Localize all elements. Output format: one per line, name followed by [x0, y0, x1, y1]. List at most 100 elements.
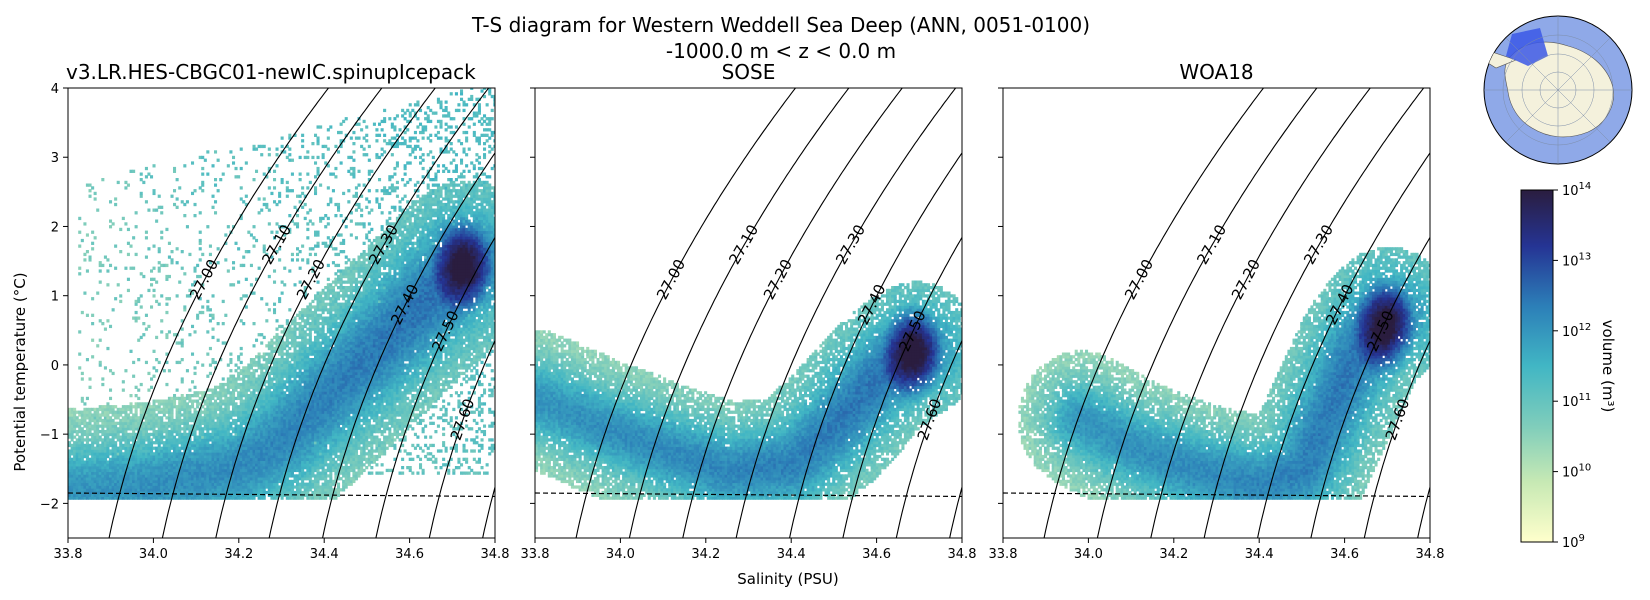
heatmap-cell [316, 172, 320, 176]
heatmap-cell [308, 305, 312, 309]
heatmap-cell [129, 443, 133, 448]
heatmap-cell [221, 172, 225, 176]
heatmap-cell [280, 396, 284, 401]
heatmap-cell [324, 446, 328, 450]
heatmap-cell [109, 477, 113, 481]
heatmap-cell [198, 449, 202, 453]
heatmap-cell [288, 432, 292, 437]
heatmap-cell [170, 396, 174, 401]
heatmap-cell [270, 460, 274, 464]
heatmap-cell [229, 399, 233, 403]
heatmap-cell [178, 396, 182, 401]
heatmap-cell [139, 178, 143, 182]
heatmap-cell [109, 493, 113, 497]
heatmap-cell [319, 421, 323, 425]
heatmap-cell [214, 360, 218, 365]
heatmap-cell [321, 355, 325, 359]
heatmap-cell [132, 418, 136, 423]
heatmap-cell [257, 333, 261, 337]
heatmap-cell [124, 435, 128, 439]
heatmap-cell [196, 435, 200, 439]
heatmap-cell [260, 396, 264, 401]
heatmap-cell [121, 380, 125, 384]
heatmap-cell [308, 457, 312, 461]
heatmap-cell [170, 441, 174, 445]
heatmap-cell [303, 407, 307, 412]
heatmap-cell [314, 371, 318, 376]
heatmap-cell [326, 335, 330, 340]
heatmap-cell [121, 438, 125, 442]
heatmap-cell [252, 496, 256, 500]
heatmap-cell [144, 166, 148, 171]
heatmap-cell [278, 424, 282, 428]
heatmap-cell [91, 457, 95, 461]
heatmap-cell [193, 446, 197, 450]
heatmap-cell [255, 485, 259, 489]
heatmap-cell [283, 446, 287, 450]
heatmap-cell [257, 482, 261, 486]
heatmap-cell [109, 427, 113, 431]
heatmap-cell [298, 443, 302, 448]
heatmap-cell [88, 255, 92, 259]
heatmap-cell [224, 485, 228, 489]
heatmap-cell [273, 369, 277, 373]
heatmap-cell [83, 454, 87, 459]
heatmap-cell [275, 396, 279, 401]
heatmap-cell [296, 322, 300, 326]
heatmap-cell [290, 189, 294, 193]
heatmap-cell [319, 380, 323, 384]
heatmap-cell [324, 308, 328, 312]
heatmap-cell [111, 482, 115, 486]
heatmap-cell [180, 427, 184, 431]
heatmap-cell [265, 482, 269, 486]
heatmap-cell [226, 468, 230, 473]
heatmap-cell [224, 233, 228, 237]
heatmap-cell [196, 449, 200, 453]
heatmap-cell [244, 457, 248, 461]
heatmap-cell [326, 474, 330, 478]
heatmap-cell [226, 413, 230, 417]
heatmap-cell [244, 443, 248, 448]
heatmap-cell [221, 471, 225, 475]
heatmap-cell [155, 496, 159, 500]
heatmap-cell [150, 493, 154, 497]
heatmap-cell [139, 446, 143, 450]
heatmap-cell [152, 189, 156, 193]
heatmap-cell [157, 250, 161, 254]
heatmap-cell [101, 421, 105, 425]
heatmap-cell [162, 463, 166, 467]
heatmap-cell [191, 191, 195, 196]
heatmap-cell [311, 324, 315, 329]
heatmap-cell [191, 471, 195, 475]
heatmap-cell [85, 396, 89, 401]
heatmap-cell [314, 244, 318, 248]
heatmap-cell [183, 435, 187, 439]
heatmap-cell [93, 430, 97, 434]
heatmap-cell [280, 466, 284, 470]
heatmap-cell [150, 449, 154, 453]
heatmap-cell [311, 452, 315, 456]
heatmap-cell [224, 391, 228, 395]
heatmap-cell [290, 391, 294, 395]
heatmap-cell [221, 441, 225, 445]
heatmap-cell [70, 485, 74, 489]
heatmap-cell [298, 410, 302, 414]
heatmap-cell [244, 474, 248, 478]
heatmap-cell [239, 477, 243, 481]
heatmap-cell [198, 211, 202, 215]
heatmap-cell [208, 460, 212, 464]
heatmap-cell [260, 493, 264, 497]
heatmap-cell [293, 413, 297, 417]
heatmap-cell [244, 477, 248, 481]
heatmap-cell [219, 463, 223, 467]
heatmap-cell [262, 416, 266, 420]
heatmap-cell [91, 416, 95, 420]
heatmap-cell [314, 452, 318, 456]
heatmap-cell [303, 294, 307, 298]
heatmap-cell [311, 358, 315, 362]
heatmap-cell [247, 466, 251, 470]
heatmap-cell [155, 413, 159, 417]
heatmap-cell [257, 266, 261, 270]
heatmap-cell [208, 435, 212, 439]
heatmap-cell [270, 466, 274, 470]
